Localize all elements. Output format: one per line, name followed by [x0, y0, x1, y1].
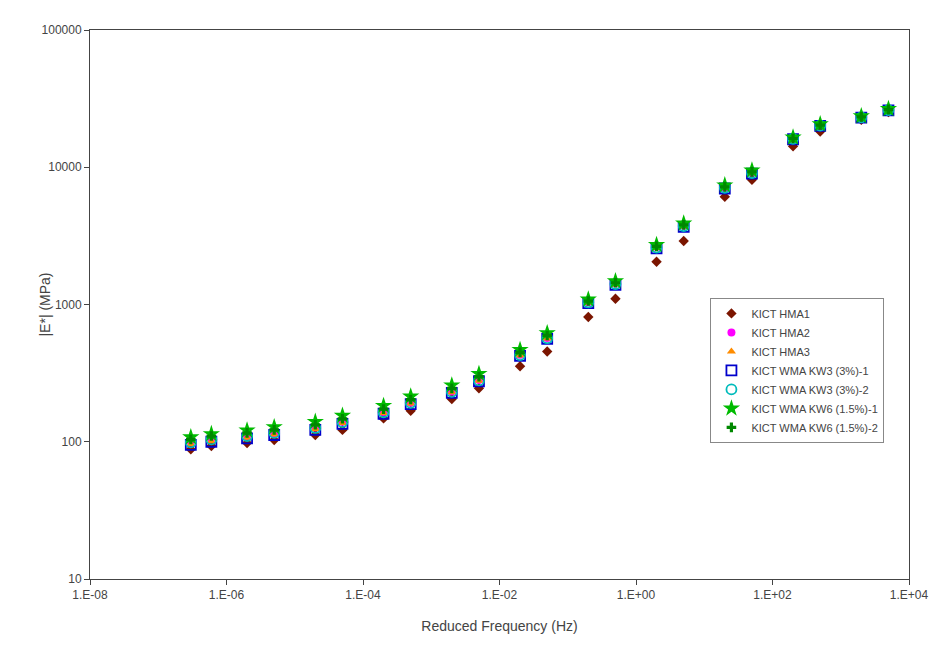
svg-text:1000: 1000 — [55, 298, 82, 312]
svg-text:1.E-06: 1.E-06 — [209, 588, 245, 602]
svg-text:10: 10 — [68, 572, 82, 586]
svg-text:100: 100 — [62, 435, 82, 449]
svg-text:Reduced Frequency (Hz): Reduced Frequency (Hz) — [421, 618, 577, 634]
svg-text:KICT HMA3: KICT HMA3 — [751, 346, 809, 358]
svg-text:KICT WMA KW3 (3%)-2: KICT WMA KW3 (3%)-2 — [751, 384, 868, 396]
svg-text:1.E-04: 1.E-04 — [345, 588, 381, 602]
svg-text:1.E+02: 1.E+02 — [753, 588, 792, 602]
svg-text:10000: 10000 — [48, 160, 82, 174]
svg-text:KICT WMA KW3 (3%)-1: KICT WMA KW3 (3%)-1 — [751, 365, 868, 377]
svg-text:1.E-02: 1.E-02 — [482, 588, 518, 602]
svg-text:100000: 100000 — [42, 23, 82, 37]
svg-text:KICT WMA KW6 (1.5%)-1: KICT WMA KW6 (1.5%)-1 — [751, 403, 877, 415]
svg-text:1.E+00: 1.E+00 — [617, 588, 656, 602]
svg-text:1.E+04: 1.E+04 — [890, 588, 929, 602]
svg-text:KICT HMA1: KICT HMA1 — [751, 308, 809, 320]
svg-text:|E*| (MPa): |E*| (MPa) — [37, 272, 53, 336]
svg-text:KICT HMA2: KICT HMA2 — [751, 327, 809, 339]
svg-text:KICT WMA KW6 (1.5%)-2: KICT WMA KW6 (1.5%)-2 — [751, 422, 877, 434]
svg-text:1.E-08: 1.E-08 — [72, 588, 108, 602]
